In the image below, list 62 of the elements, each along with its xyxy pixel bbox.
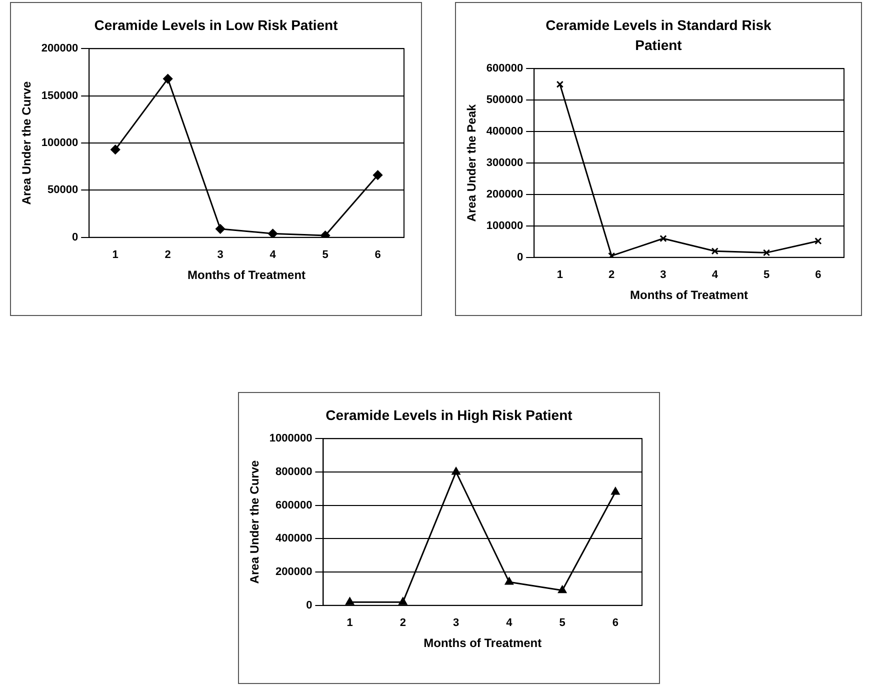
y-axis-title: Area Under the Curve — [248, 460, 262, 584]
x-tick-label: 1 — [112, 249, 118, 262]
x-tick-label: 2 — [400, 617, 406, 630]
y-tick-label: 400000 — [276, 532, 312, 545]
x-tick-label: 4 — [506, 617, 514, 630]
point — [110, 144, 120, 154]
y-tick-label: 100000 — [486, 220, 524, 232]
point — [711, 248, 718, 255]
point — [762, 249, 770, 256]
x-tick-label: 3 — [452, 617, 460, 630]
point — [814, 237, 822, 245]
point — [452, 467, 460, 475]
x-axis-title: Months of Treatment — [424, 636, 542, 650]
x-tick-label: 6 — [815, 269, 822, 282]
point — [504, 577, 514, 585]
y-tick-label: 0 — [72, 231, 78, 244]
y-tick-label: 1000000 — [269, 432, 312, 445]
x-tick-label: 3 — [217, 249, 224, 262]
x-tick-label: 2 — [608, 269, 615, 282]
y-axis-title: Area Under the Curve — [20, 80, 34, 205]
x-axis-title: Months of Treatment — [630, 288, 748, 302]
x-tick-label: 4 — [270, 249, 277, 262]
y-tick-label: 800000 — [276, 466, 312, 478]
y-tick-label: 200000 — [486, 188, 524, 200]
point — [373, 170, 383, 180]
point — [398, 597, 408, 605]
x-tick-label: 5 — [559, 617, 566, 630]
point — [268, 228, 278, 238]
y-tick-label: 100000 — [41, 137, 78, 150]
y-axis-title: Area Under the Peak — [464, 104, 479, 222]
point — [163, 74, 173, 84]
point — [556, 80, 564, 88]
point — [611, 487, 620, 495]
x-tick-label: 4 — [712, 269, 719, 282]
y-tick-label: 400000 — [486, 126, 524, 138]
x-tick-label: 1 — [556, 269, 563, 282]
y-tick-label: 0 — [306, 599, 312, 612]
chart-title: Ceramide Levels in Standard Risk Patient — [544, 16, 772, 55]
point — [608, 252, 616, 258]
x-tick-label: 5 — [763, 269, 770, 282]
y-tick-label: 150000 — [41, 90, 78, 102]
y-tick-label: 600000 — [486, 62, 524, 75]
y-tick-label: 300000 — [486, 157, 524, 170]
x-tick-label: 5 — [322, 249, 328, 262]
y-tick-label: 200000 — [276, 566, 312, 578]
x-tick-label: 1 — [346, 617, 353, 630]
x-tick-label: 3 — [660, 269, 666, 282]
y-tick-label: 0 — [516, 251, 524, 264]
chart-title: Ceramide Levels in Low Risk Patient — [93, 16, 339, 35]
point — [660, 234, 667, 242]
x-tick-label: 6 — [374, 249, 381, 262]
chart-title: Ceramide Levels in High Risk Patient — [324, 406, 574, 425]
point — [346, 597, 354, 605]
y-tick-label: 200000 — [41, 42, 78, 55]
x-tick-label: 6 — [612, 617, 618, 630]
y-tick-label: 600000 — [276, 499, 312, 512]
x-axis-title: Months of Treatment — [188, 268, 306, 282]
y-tick-label: 500000 — [486, 94, 524, 106]
x-tick-label: 2 — [164, 249, 171, 262]
y-tick-label: 50000 — [48, 184, 78, 196]
point — [216, 224, 226, 234]
point — [558, 586, 567, 594]
